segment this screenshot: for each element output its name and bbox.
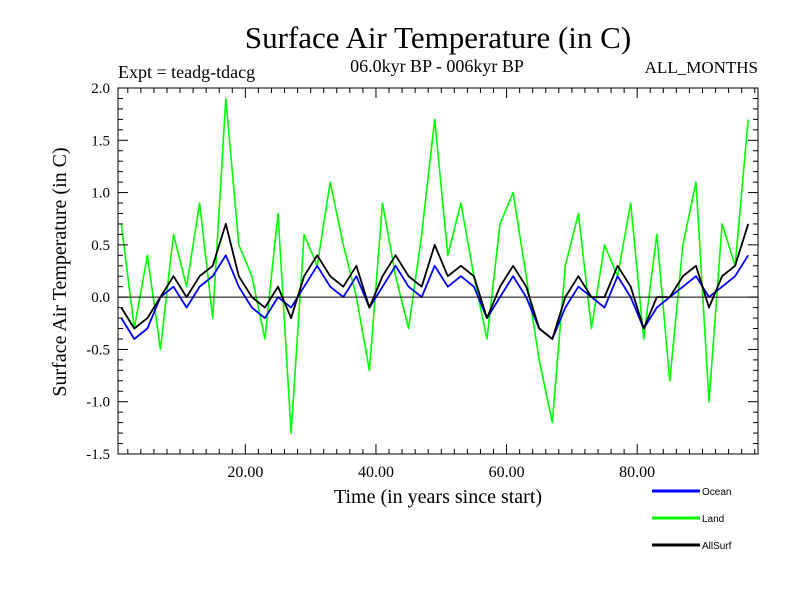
y-tick-label: 1.5 <box>91 133 110 149</box>
experiment-label: Expt = teadg-tdacg <box>118 62 255 82</box>
plot-area: 20.00 40.00 60.00 80.00 -1.5 -1.0 -0.5 0.0 0.5 1.… <box>86 81 759 481</box>
y-tick-label: 0.5 <box>91 238 110 254</box>
chart-subtitle: 06.0kyr BP - 006kyr BP <box>350 56 524 76</box>
legend: Ocean Land AllSurf <box>652 487 732 552</box>
y-tick-label: -0.5 <box>86 342 110 358</box>
plot-frame <box>117 87 759 455</box>
chart-title: Surface Air Temperature (in C) <box>245 20 631 55</box>
y-axis-label: Surface Air Temperature (in C) <box>49 147 71 396</box>
legend-label-land: Land <box>702 514 724 525</box>
legend-label-allsurf: AllSurf <box>702 541 732 552</box>
y-tick-label: 0.0 <box>91 290 110 306</box>
legend-label-ocean: Ocean <box>702 487 731 498</box>
x-tick-label: 40.00 <box>358 464 394 481</box>
x-axis-label: Time (in years since start) <box>334 486 542 508</box>
series-line-land <box>120 97 749 434</box>
y-tick-label: -1.5 <box>86 447 110 463</box>
x-tick-label: 60.00 <box>489 464 525 481</box>
y-tick-label: -1.0 <box>86 395 110 411</box>
y-tick-label: 1.0 <box>91 186 110 202</box>
period-label: ALL_MONTHS <box>645 58 758 77</box>
y-tick-label: 2.0 <box>91 81 110 97</box>
x-tick-label: 80.00 <box>619 464 655 481</box>
series-line-allsurf <box>120 222 750 340</box>
x-tick-label: 20.00 <box>227 464 263 481</box>
